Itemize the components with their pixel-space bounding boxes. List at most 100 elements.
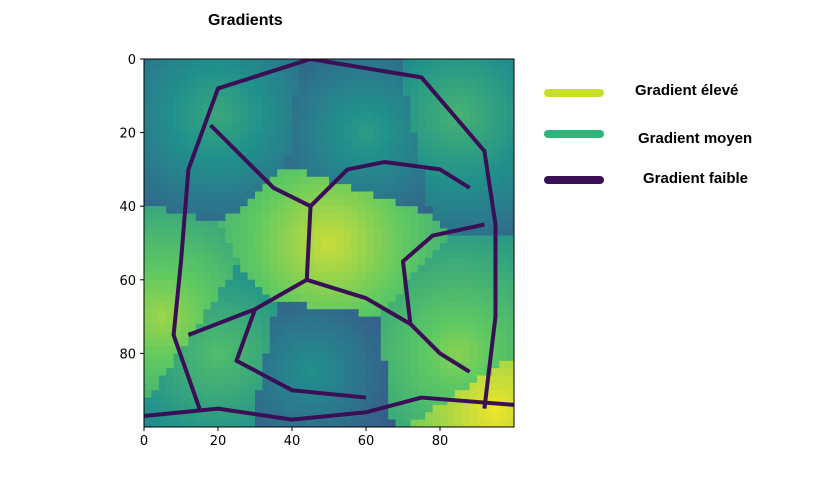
heatmap-cell	[351, 294, 360, 303]
heatmap-cell	[247, 272, 256, 281]
heatmap-cell	[284, 368, 293, 377]
heatmap-cell	[432, 265, 441, 274]
heatmap-cell	[240, 228, 249, 237]
heatmap-cell	[321, 360, 330, 369]
heatmap-cell	[262, 250, 271, 259]
heatmap-cell	[277, 382, 286, 391]
low-gradient-boundary	[309, 160, 471, 208]
heatmap-cell	[225, 265, 234, 274]
heatmap-cell	[181, 250, 189, 259]
heatmap-cell	[181, 294, 189, 303]
heatmap-cell	[181, 95, 189, 104]
heatmap-cell	[506, 88, 514, 97]
heatmap-cell	[292, 184, 300, 193]
heatmap-cell	[388, 279, 397, 288]
heatmap-cell	[284, 176, 293, 185]
heatmap-cell	[255, 235, 263, 244]
heatmap-cell	[158, 346, 167, 354]
heatmap-cell	[417, 360, 426, 369]
heatmap-cell	[366, 95, 374, 104]
legend-swatch-high	[544, 89, 604, 97]
heatmap-cell	[166, 169, 175, 178]
heatmap-cell	[395, 412, 404, 421]
heatmap-cell	[469, 257, 478, 266]
heatmap-cell	[158, 198, 167, 207]
heatmap-cell	[225, 309, 234, 318]
heatmap-cell	[306, 125, 315, 134]
heatmap-cell	[336, 382, 345, 391]
heatmap-cell	[388, 235, 397, 244]
heatmap-cell	[403, 176, 411, 185]
heatmap-cell	[351, 382, 360, 391]
heatmap-cell	[336, 73, 345, 82]
heatmap-cell	[262, 88, 271, 97]
heatmap-cell	[284, 95, 293, 104]
heatmap-cell	[366, 272, 374, 281]
heatmap-cell	[188, 360, 197, 369]
heatmap-cell	[299, 412, 308, 421]
heatmap-cell	[277, 250, 286, 259]
heatmap-cell	[240, 206, 249, 215]
heatmap-cell	[210, 235, 219, 244]
heatmap-cell	[351, 360, 360, 369]
heatmap-cell	[225, 331, 234, 340]
heatmap-cell	[329, 265, 337, 274]
heatmap-cell	[218, 220, 226, 229]
heatmap-cell	[373, 132, 382, 141]
heatmap-cell	[403, 198, 411, 207]
heatmap-cell	[203, 132, 212, 141]
heatmap-cell	[151, 397, 160, 406]
heatmap-cell	[358, 110, 367, 119]
heatmap-cell	[166, 213, 175, 222]
heatmap-cell	[195, 353, 204, 362]
heatmap-cell	[373, 117, 382, 126]
heatmap-cell	[358, 301, 367, 310]
heatmap-cell	[491, 191, 500, 200]
heatmap-cell	[425, 250, 434, 259]
heatmap-cell	[469, 287, 478, 296]
heatmap-cell	[506, 323, 514, 332]
heatmap-cell	[373, 243, 382, 251]
heatmap-cell	[491, 353, 500, 362]
heatmap-cell	[225, 213, 234, 222]
heatmap-cell	[218, 368, 226, 377]
heatmap-cell	[373, 331, 382, 340]
heatmap-cell	[447, 162, 456, 170]
heatmap-cell	[225, 88, 234, 97]
heatmap-cell	[336, 353, 345, 362]
heatmap-cell	[373, 147, 382, 156]
heatmap-cell	[395, 338, 404, 347]
heatmap-cell	[158, 162, 167, 170]
heatmap-cell	[417, 382, 426, 391]
heatmap-cell	[440, 198, 448, 207]
heatmap-cell	[247, 206, 256, 215]
heatmap-cell	[173, 176, 182, 185]
heatmap-cell	[284, 198, 293, 207]
heatmap-cell	[329, 176, 337, 185]
heatmap-cell	[321, 265, 330, 274]
heatmap-cell	[462, 59, 471, 67]
heatmap-cell	[477, 147, 485, 156]
heatmap-cell	[314, 235, 323, 244]
heatmap-cell	[395, 206, 404, 215]
heatmap-cell	[144, 265, 152, 274]
heatmap-cell	[151, 265, 160, 274]
heatmap-cell	[321, 331, 330, 340]
heatmap-cell	[166, 257, 175, 266]
heatmap-cell	[277, 279, 286, 288]
heatmap-cell	[484, 95, 493, 104]
heatmap-cell	[440, 66, 448, 75]
heatmap-cell	[329, 316, 337, 325]
heatmap-cell	[262, 110, 271, 119]
heatmap-cell	[417, 81, 426, 90]
heatmap-cell	[343, 353, 352, 362]
heatmap-cell	[240, 323, 249, 332]
heatmap-cell	[336, 191, 345, 200]
heatmap-cell	[440, 265, 448, 274]
heatmap-cell	[329, 257, 337, 266]
heatmap-cell	[499, 301, 508, 310]
heatmap-cell	[158, 404, 167, 413]
heatmap-cell	[432, 206, 441, 215]
heatmap-cell	[373, 235, 382, 244]
heatmap-cell	[440, 390, 448, 399]
